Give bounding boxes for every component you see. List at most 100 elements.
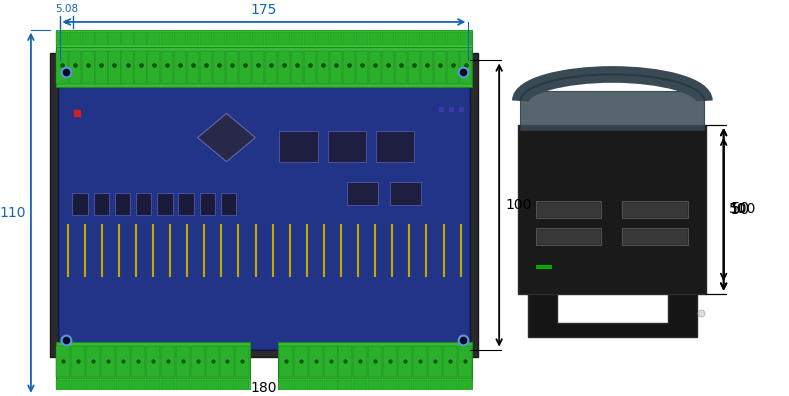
Bar	[56, 342, 250, 380]
Text: 180: 180	[251, 381, 277, 395]
Bar	[279, 346, 293, 377]
Bar	[176, 346, 189, 377]
Bar	[174, 32, 185, 45]
Bar	[290, 32, 303, 45]
Text: 100: 100	[729, 202, 756, 216]
Bar	[161, 380, 174, 394]
Text: 5.08: 5.08	[54, 4, 78, 14]
Text: 175: 175	[251, 3, 277, 17]
Bar	[69, 32, 81, 45]
Bar	[131, 346, 145, 377]
Bar	[161, 346, 174, 377]
Bar	[134, 32, 147, 45]
Bar	[101, 346, 115, 377]
Bar	[221, 193, 236, 215]
Bar	[330, 51, 342, 84]
Bar	[205, 380, 219, 394]
Text: 100: 100	[505, 198, 531, 212]
Bar	[368, 32, 380, 45]
Bar	[382, 32, 394, 45]
Bar	[353, 346, 368, 377]
Text: 110: 110	[0, 206, 26, 220]
Bar	[342, 32, 354, 45]
Bar	[413, 380, 427, 394]
Bar	[238, 32, 251, 45]
Bar	[134, 51, 147, 84]
Bar	[394, 32, 406, 45]
Bar	[356, 51, 368, 84]
Bar	[338, 346, 353, 377]
Bar	[108, 51, 121, 84]
Bar	[338, 380, 353, 394]
Bar	[368, 380, 382, 394]
Bar	[86, 380, 100, 394]
Bar	[383, 346, 397, 377]
Bar	[146, 346, 160, 377]
Bar	[83, 51, 95, 84]
Bar	[114, 193, 130, 215]
Bar	[458, 380, 472, 394]
Bar	[623, 228, 688, 246]
Bar	[279, 379, 472, 396]
Bar	[391, 182, 421, 205]
Bar	[69, 51, 81, 84]
Bar	[327, 131, 366, 162]
Bar	[57, 380, 70, 394]
Polygon shape	[528, 294, 697, 337]
Bar	[108, 32, 121, 45]
Bar	[220, 380, 234, 394]
Bar	[56, 379, 250, 396]
Bar	[212, 32, 225, 45]
Bar	[94, 193, 109, 215]
Bar	[521, 91, 705, 130]
Bar	[95, 32, 107, 45]
Bar	[57, 51, 69, 84]
Bar	[304, 51, 316, 84]
Bar	[116, 346, 130, 377]
Bar	[71, 346, 85, 377]
Bar	[58, 61, 470, 350]
Bar	[148, 32, 159, 45]
Bar	[408, 51, 420, 84]
Bar	[398, 380, 412, 394]
Bar	[157, 193, 173, 215]
Bar	[460, 32, 472, 45]
Bar	[308, 380, 323, 394]
Bar	[60, 63, 469, 348]
Bar	[101, 380, 115, 394]
Bar	[278, 51, 290, 84]
Bar	[394, 51, 406, 84]
Bar	[353, 380, 368, 394]
Bar	[136, 193, 151, 215]
Bar	[174, 51, 185, 84]
Bar	[383, 380, 397, 394]
Bar	[279, 380, 293, 394]
Bar	[376, 131, 414, 162]
Bar	[290, 51, 303, 84]
Bar	[235, 346, 249, 377]
Bar	[95, 51, 107, 84]
Bar	[56, 30, 472, 47]
Bar	[122, 32, 133, 45]
Bar	[186, 51, 199, 84]
Bar	[294, 346, 308, 377]
Bar	[86, 346, 100, 377]
Bar	[226, 32, 237, 45]
Bar	[342, 51, 354, 84]
Bar	[460, 51, 472, 84]
Bar	[316, 51, 329, 84]
Bar	[536, 201, 601, 219]
Bar	[623, 203, 687, 217]
Bar	[382, 51, 394, 84]
Bar	[398, 346, 412, 377]
Bar	[443, 346, 457, 377]
Bar	[368, 346, 382, 377]
Bar	[323, 380, 338, 394]
Bar	[148, 51, 159, 84]
Bar	[191, 380, 204, 394]
Bar	[308, 346, 323, 377]
Bar	[264, 51, 277, 84]
Bar	[50, 53, 478, 357]
Bar	[279, 131, 318, 162]
Bar	[278, 32, 290, 45]
